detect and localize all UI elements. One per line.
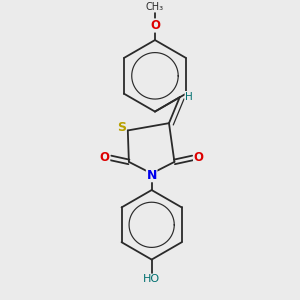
Text: N: N — [146, 169, 157, 182]
Text: O: O — [150, 19, 160, 32]
Text: O: O — [100, 152, 110, 164]
Text: H: H — [185, 92, 193, 101]
Text: O: O — [194, 152, 204, 164]
Text: HO: HO — [143, 274, 160, 284]
Text: S: S — [117, 121, 126, 134]
Text: CH₃: CH₃ — [146, 2, 164, 12]
